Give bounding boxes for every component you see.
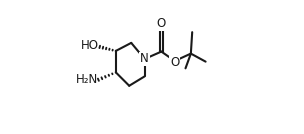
Text: N: N	[140, 52, 149, 66]
Text: H₂N: H₂N	[75, 73, 98, 86]
Text: O: O	[170, 56, 179, 69]
Text: O: O	[157, 17, 166, 30]
Text: HO: HO	[81, 39, 99, 52]
